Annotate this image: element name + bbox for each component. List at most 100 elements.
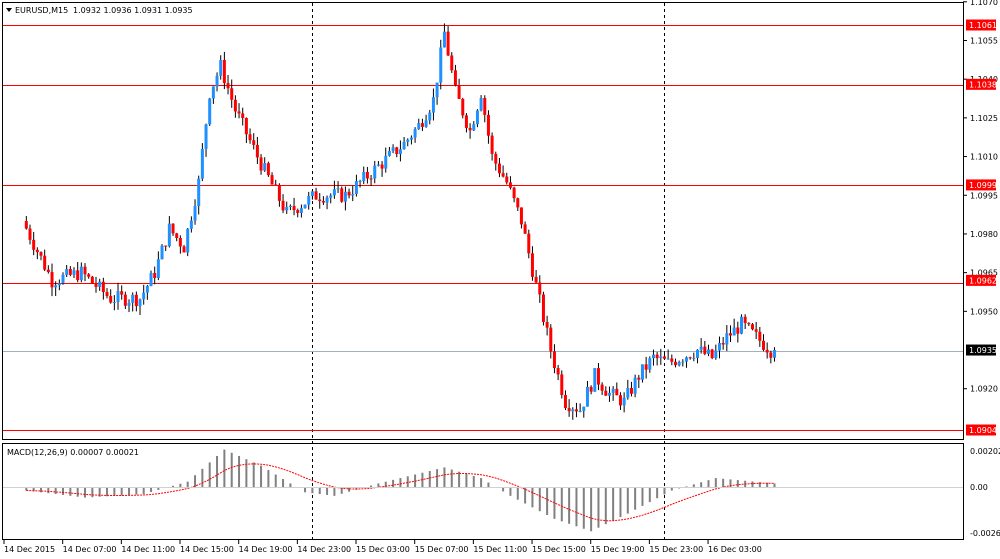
candle-body — [208, 98, 212, 125]
candle-body — [215, 75, 219, 87]
candle-body — [98, 281, 102, 287]
macd-axis: 0.00202 0.00 -0.0026 — [970, 447, 1000, 538]
candle-body — [739, 316, 743, 334]
candle-body — [189, 220, 193, 229]
candle-body — [303, 204, 307, 209]
candle-body — [699, 346, 703, 350]
candle-body — [248, 134, 252, 141]
candle-body — [116, 291, 120, 302]
candle-body — [750, 324, 754, 330]
candle-body — [204, 124, 208, 149]
price-axis-label: 1.1025 — [970, 114, 998, 123]
candle-body — [494, 153, 498, 164]
candle-body — [164, 245, 168, 247]
candle-body — [450, 55, 454, 71]
macd-bar — [370, 485, 373, 487]
price-axis-label: 1.0950 — [970, 307, 998, 316]
macd-bar — [282, 478, 285, 487]
macd-bar — [318, 487, 321, 495]
macd-bar — [516, 487, 519, 500]
candle-body — [461, 98, 465, 116]
macd-bar — [326, 487, 329, 495]
macd-bar — [692, 484, 695, 487]
time-axis-label: 14 Dec 19:00 — [239, 545, 293, 554]
candle-body — [552, 351, 556, 369]
macd-pane[interactable] — [2, 443, 964, 540]
price-axis-label: 1.1070 — [970, 0, 998, 7]
level-price-tags: 1.1061 1.1038 1.0999 1.0962 1.0904 1.0935 — [966, 19, 997, 436]
candle-body — [50, 272, 54, 288]
macd-bar — [333, 487, 336, 496]
macd-bar — [135, 487, 138, 495]
candle-body — [761, 340, 765, 350]
triangle-down-icon[interactable] — [6, 8, 12, 12]
price-pane[interactable] — [2, 2, 964, 440]
macd-bar — [128, 487, 131, 495]
candle-body — [714, 350, 718, 359]
candle-body — [28, 228, 32, 240]
candle-body — [626, 387, 630, 398]
candle-body — [72, 270, 76, 275]
macd-bar — [604, 487, 607, 525]
candle-body — [472, 124, 476, 131]
candle-body — [629, 387, 633, 394]
time-axis[interactable]: 14 Dec 2015 14 Dec 07:00 14 Dec 11:00 14 De… — [3, 540, 762, 554]
macd-bar — [582, 487, 585, 529]
macd-bar — [729, 479, 732, 487]
candle-body — [241, 113, 245, 119]
candle-body — [380, 164, 384, 169]
candle-body — [736, 327, 740, 334]
macd-bar — [406, 476, 409, 487]
candle-body — [516, 198, 520, 208]
candle-body — [567, 407, 571, 412]
candle-body — [94, 283, 98, 287]
candle-body — [765, 349, 769, 353]
candle-body — [332, 189, 336, 196]
macd-bar — [656, 487, 659, 499]
candle-body — [365, 171, 369, 179]
candle-body — [347, 191, 351, 196]
macd-bar — [355, 487, 358, 490]
candle-body — [703, 346, 707, 354]
candle-body — [413, 129, 417, 138]
macd-histogram — [25, 449, 776, 532]
candle-body — [244, 118, 248, 135]
candle-body — [596, 368, 600, 385]
candle-body — [398, 149, 402, 155]
candle-body — [457, 85, 461, 99]
macd-bar — [40, 487, 42, 493]
price-axis-label: 1.1055 — [970, 36, 998, 45]
macd-bar — [348, 487, 351, 492]
candle-body — [296, 210, 300, 213]
ohlc-readout: 1.0932 1.0936 1.0931 1.0935 — [73, 6, 193, 15]
candle-body — [358, 181, 362, 183]
horizontal-levels[interactable] — [3, 25, 963, 431]
candle-body — [24, 221, 28, 229]
macd-label: MACD(12,26,9) 0.00007 0.00021 — [7, 448, 139, 457]
macd-bar — [340, 487, 343, 494]
macd-bar — [465, 473, 468, 487]
macd-bar — [304, 487, 307, 493]
level-price-tag-text: 1.0999 — [969, 181, 997, 190]
candle-body — [732, 327, 736, 336]
macd-bar — [216, 455, 219, 487]
candle-body — [340, 188, 344, 202]
candle-body — [747, 323, 751, 325]
time-axis-label: 15 Dec 23:00 — [649, 545, 703, 554]
candle-body — [556, 368, 560, 375]
macd-bar — [685, 486, 688, 488]
macd-bar — [502, 487, 505, 492]
candle-body — [32, 239, 36, 250]
time-axis-label: 14 Dec 23:00 — [297, 545, 351, 554]
time-axis-label: 14 Dec 07:00 — [63, 545, 117, 554]
candle-body — [505, 176, 509, 183]
price-axis[interactable]: 1.10701.10551.10401.10251.10101.09951.09… — [963, 0, 998, 394]
candle-body — [395, 147, 399, 155]
candles — [24, 23, 776, 420]
candle-body — [310, 191, 314, 197]
candle-body — [475, 110, 479, 125]
macd-bar — [509, 487, 512, 496]
candle-body — [314, 191, 318, 200]
candle-body — [373, 165, 377, 179]
